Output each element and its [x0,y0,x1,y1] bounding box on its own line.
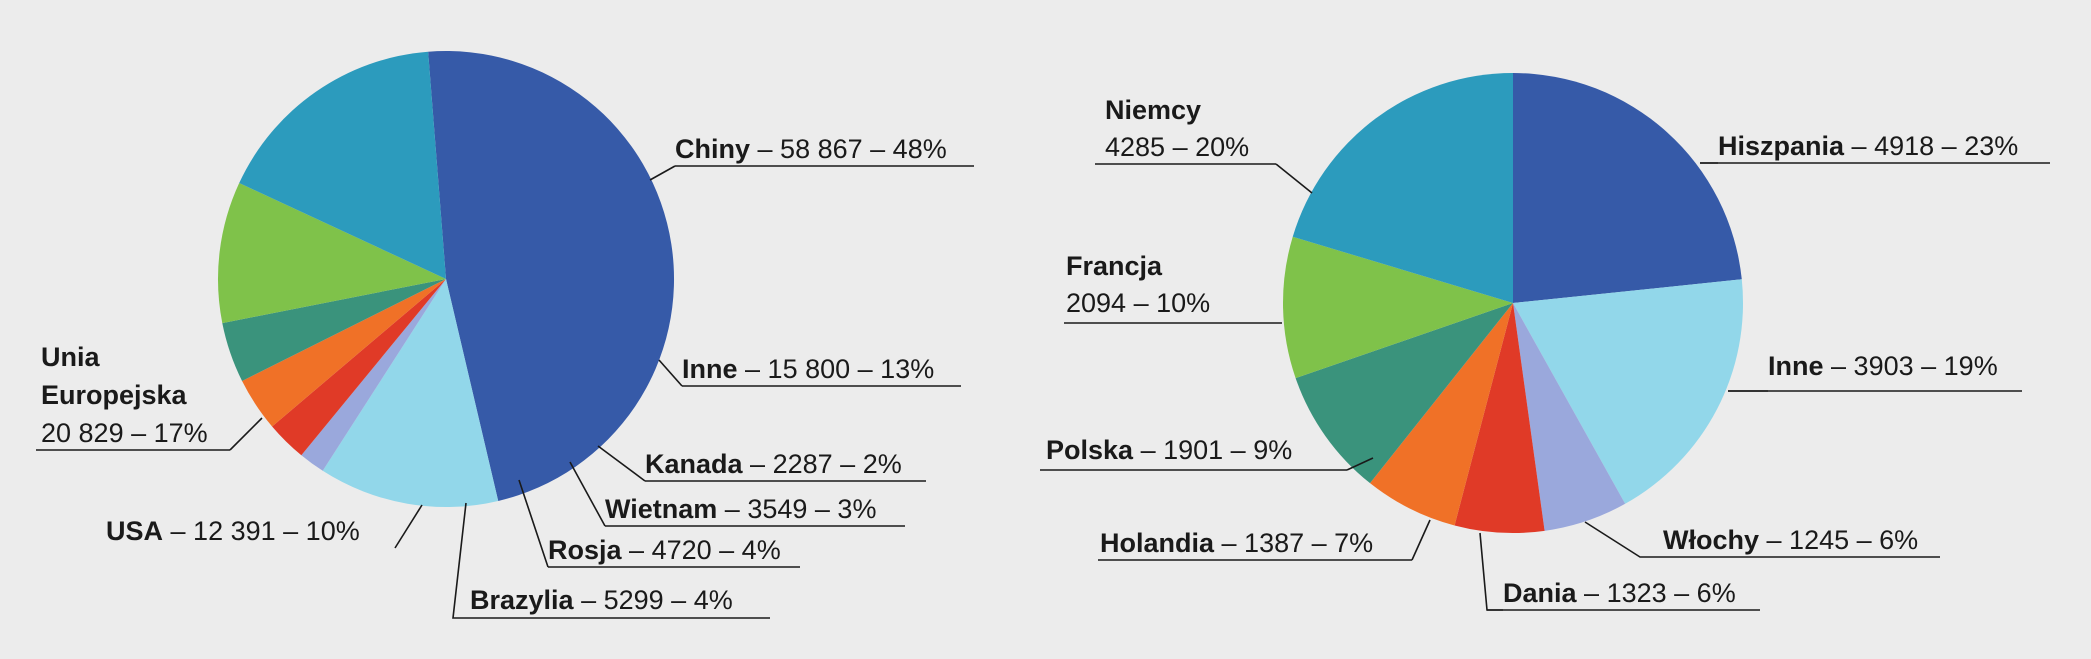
pie-slice-wlochy [1513,303,1626,531]
slice-label-line: 20 829 – 17% [41,418,208,448]
slice-label-line: Unia [41,342,100,372]
slice-label-rosja: Rosja – 4720 – 4% [518,479,800,568]
pie-slice-francja [1282,236,1513,379]
pie-slice-wietnam [272,279,446,456]
slice-label-line: Dania – 1323 – 6% [1503,578,1736,608]
slice-label-unia-europejska: Unia Europejska 20 829 – 17% [36,342,263,451]
pie-slice-kanada [301,279,446,471]
pie-slice-inne [1513,279,1744,504]
slice-label-line: Włochy – 1245 – 6% [1663,525,1918,555]
leader-line [1584,521,1663,558]
leader-line [649,165,676,181]
slice-label-kanada: Kanada – 2287 – 2% [597,445,926,482]
slice-label-line: Hiszpania – 4918 – 23% [1718,131,2018,161]
leader-line [229,417,263,451]
slice-label-francja: Francja 2094 – 10% [1064,251,1282,324]
leader-line [452,502,770,619]
slice-label-inne: Inne – 15 800 – 13% [658,354,961,387]
slice-label-holandia: Holandia – 1387 – 7% [1098,519,1431,561]
slice-label-niemcy: Niemcy 4285 – 20% [1095,95,1313,194]
slice-label-line: Chiny – 58 867 – 48% [675,134,947,164]
slice-label-chiny: Chiny – 58 867 – 48% [649,134,974,181]
slice-label-line: Rosja – 4720 – 4% [548,535,781,565]
slice-label-line: Inne – 3903 – 19% [1768,351,1998,381]
slice-label-line: Europejska [41,380,188,410]
pie-slice-niemcy [1292,73,1513,303]
pie-slice-rosja [242,279,446,427]
pie-slice-polska [1295,303,1513,484]
leader-line [569,461,606,527]
pie-chart-2: Hiszpania – 4918 – 23% Inne – 3903 – 19% W… [1040,73,2050,611]
slice-label-line: Holandia – 1387 – 7% [1100,528,1373,558]
pie-slice-usa [217,182,446,324]
leader-line [394,504,423,549]
leader-line [597,445,646,482]
slice-label-brazylia: Brazylia – 5299 – 4% [452,502,770,619]
leader-line [518,479,549,568]
slice-label-dania: Dania – 1323 – 6% [1479,532,1760,611]
leader-line [1346,457,1374,471]
pie-slice-inne [322,279,499,508]
pie-slice-dania [1454,303,1545,534]
pie-slice-brazylia [222,279,446,381]
slice-label-usa: USA – 12 391 – 10% [106,504,423,549]
slice-label-line: 2094 – 10% [1066,288,1210,318]
pie-slice-hiszpania [1513,73,1742,303]
pie-slice-chiny [428,50,675,501]
slice-label-hiszpania: Hiszpania – 4918 – 23% [1700,131,2050,164]
pie-slice-holandia [1370,303,1513,526]
leader-line [658,359,683,387]
slice-label-line: Niemcy [1105,95,1201,125]
leader-line [1411,519,1431,561]
slice-label-line: 4285 – 20% [1105,132,1249,162]
pie-chart-1: Chiny – 58 867 – 48% Inne – 15 800 – 13% K… [36,50,974,619]
slice-label-line: USA – 12 391 – 10% [106,516,360,546]
slice-label-line: Brazylia – 5299 – 4% [470,585,733,615]
leader-line [1479,532,1503,611]
slice-label-inne: Inne – 3903 – 19% [1728,351,2022,392]
slice-label-line: Inne – 15 800 – 13% [682,354,934,384]
slice-label-wietnam: Wietnam – 3549 – 3% [569,461,905,527]
slice-label-line: Kanada – 2287 – 2% [645,449,902,479]
slice-label-wlochy: Włochy – 1245 – 6% [1584,521,1940,558]
slice-label-line: Francja [1066,251,1163,281]
slice-label-polska: Polska – 1901 – 9% [1040,435,1374,471]
slice-label-line: Wietnam – 3549 – 3% [605,494,876,524]
pie-slice-unia-europejska [239,51,446,280]
leader-line [1275,163,1313,194]
slice-label-line: Polska – 1901 – 9% [1046,435,1292,465]
